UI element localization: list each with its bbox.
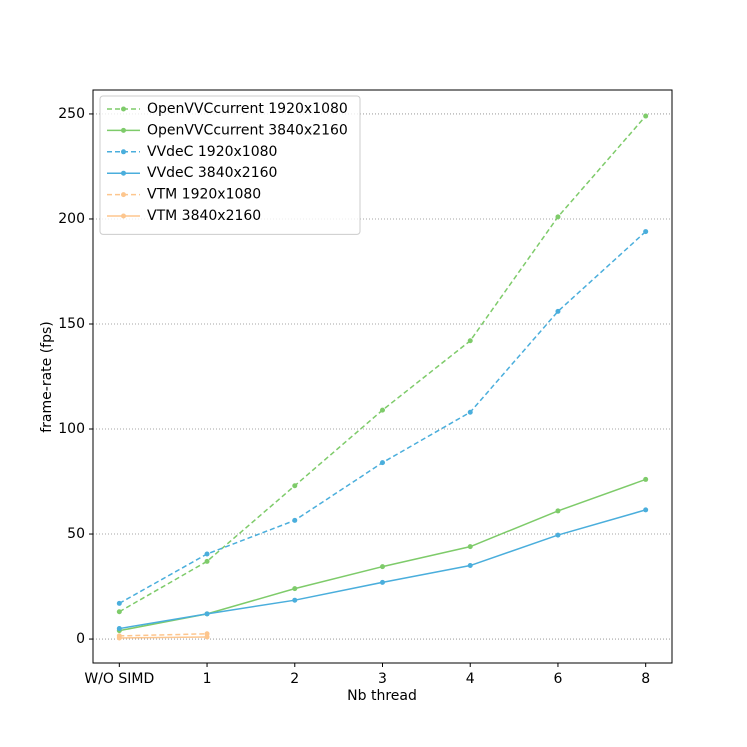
legend-marker xyxy=(121,213,126,219)
x-axis-label: Nb thread xyxy=(347,688,417,704)
legend-marker xyxy=(121,170,126,176)
point xyxy=(380,579,385,585)
x-tick-label: 6 xyxy=(553,671,562,687)
x-tick-label: 4 xyxy=(466,671,475,687)
point xyxy=(380,407,385,413)
point xyxy=(204,611,210,617)
point xyxy=(380,460,385,466)
x-tick-label: 2 xyxy=(290,671,299,687)
series-line xyxy=(119,633,208,637)
point xyxy=(204,634,210,640)
y-tick-label: 0 xyxy=(76,631,85,647)
series-line xyxy=(119,636,208,639)
point xyxy=(467,338,473,344)
point xyxy=(555,532,561,538)
legend-label: OpenVVCcurrent 1920x1080 xyxy=(147,101,348,117)
point xyxy=(292,517,298,523)
y-tick-label: 250 xyxy=(58,106,85,122)
legend-marker xyxy=(121,192,126,198)
point xyxy=(555,214,561,220)
x-tick-label: W/O SIMD xyxy=(84,671,154,687)
point xyxy=(292,483,298,489)
y-tick-label: 200 xyxy=(58,211,85,227)
point xyxy=(116,635,122,641)
point xyxy=(116,626,122,632)
legend-label: OpenVVCcurrent 3840x2160 xyxy=(147,122,348,138)
y-tick-label: 50 xyxy=(67,526,85,542)
legend-box xyxy=(99,95,361,235)
y-tick-label: 150 xyxy=(58,316,85,332)
x-tick-label: 1 xyxy=(203,671,212,687)
point xyxy=(643,113,649,119)
plot-frame xyxy=(92,89,673,664)
point xyxy=(555,508,561,514)
legend-label: VVdeC 3840x2160 xyxy=(147,165,277,181)
point xyxy=(292,597,298,603)
point xyxy=(467,544,473,550)
point xyxy=(555,308,561,314)
point xyxy=(116,600,122,606)
point xyxy=(204,558,210,564)
point xyxy=(643,476,649,482)
point xyxy=(467,563,473,569)
x-tick-label: 3 xyxy=(378,671,387,687)
legend-label: VTM 3840x2160 xyxy=(147,208,261,224)
legend-label: VTM 1920x1080 xyxy=(147,187,261,203)
legend-label: VVdeC 1920x1080 xyxy=(147,144,277,160)
x-tick-label: 8 xyxy=(641,671,650,687)
y-tick-label: 100 xyxy=(58,421,85,437)
legend-marker xyxy=(121,106,126,112)
point xyxy=(643,229,649,235)
legend-marker xyxy=(121,149,126,155)
point xyxy=(204,551,210,557)
point xyxy=(643,507,649,513)
point xyxy=(292,586,298,592)
legend-marker xyxy=(121,127,126,133)
point xyxy=(380,564,385,570)
point xyxy=(467,409,473,415)
y-axis-label: frame-rate (fps) xyxy=(39,321,55,433)
point xyxy=(116,609,122,615)
